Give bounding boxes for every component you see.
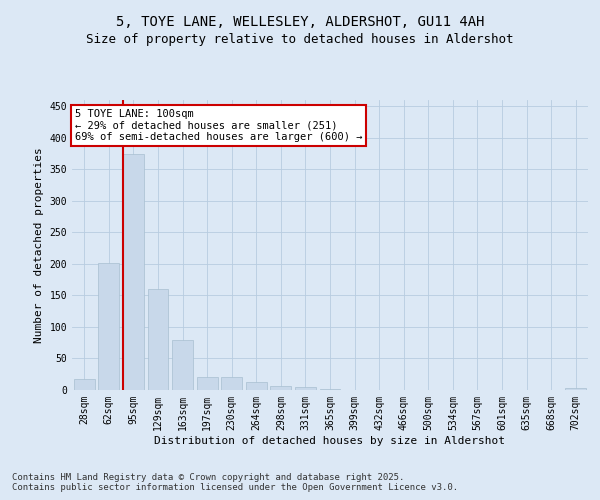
Bar xyxy=(271,386,292,390)
Text: Size of property relative to detached houses in Aldershot: Size of property relative to detached ho… xyxy=(86,32,514,46)
Bar xyxy=(295,388,316,390)
X-axis label: Distribution of detached houses by size in Aldershot: Distribution of detached houses by size … xyxy=(155,436,505,446)
Bar xyxy=(565,388,586,390)
Bar xyxy=(197,378,218,390)
Bar xyxy=(246,382,267,390)
Bar xyxy=(74,378,95,390)
Bar xyxy=(123,154,144,390)
Bar xyxy=(172,340,193,390)
Bar xyxy=(221,378,242,390)
Text: 5, TOYE LANE, WELLESLEY, ALDERSHOT, GU11 4AH: 5, TOYE LANE, WELLESLEY, ALDERSHOT, GU11… xyxy=(116,15,484,29)
Text: Contains HM Land Registry data © Crown copyright and database right 2025.
Contai: Contains HM Land Registry data © Crown c… xyxy=(12,473,458,492)
Bar xyxy=(98,262,119,390)
Text: 5 TOYE LANE: 100sqm
← 29% of detached houses are smaller (251)
69% of semi-detac: 5 TOYE LANE: 100sqm ← 29% of detached ho… xyxy=(74,108,362,142)
Y-axis label: Number of detached properties: Number of detached properties xyxy=(34,147,44,343)
Bar xyxy=(148,289,169,390)
